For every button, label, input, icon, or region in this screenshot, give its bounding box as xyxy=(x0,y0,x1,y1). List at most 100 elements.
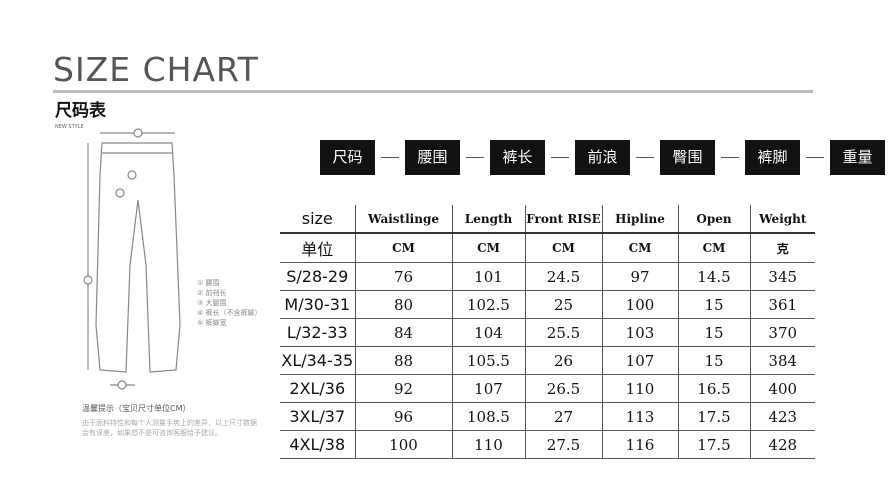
value-cell: 361 xyxy=(750,290,815,319)
note-body: 由于面料特性和每个人测量手势上的差异，以上尺寸数据会有误差，如果想不是可咨询客服… xyxy=(82,419,257,437)
value-cell: 92 xyxy=(355,374,453,403)
page-title: SIZE CHART xyxy=(53,50,259,89)
value-cell: CM xyxy=(678,233,751,263)
value-cell: Weight xyxy=(750,205,815,234)
table-row: XL/34-35 88 105.5 26 107 15 384 xyxy=(280,346,815,375)
value-cell: 423 xyxy=(750,402,815,431)
table-row: L/32-33 84 104 25.5 103 15 370 xyxy=(280,318,815,347)
value-cell: 84 xyxy=(355,318,453,347)
size-cell: size xyxy=(280,205,356,234)
value-cell: 103 xyxy=(602,318,679,347)
tag: 前浪 xyxy=(575,140,630,175)
value-cell: 15 xyxy=(678,318,751,347)
value-cell: 88 xyxy=(355,346,453,375)
dash xyxy=(551,157,569,158)
value-cell: 104 xyxy=(452,318,526,347)
legend-item: ④ 裤长（不含裤脚） xyxy=(197,309,262,317)
value-cell: 27 xyxy=(525,402,603,431)
value-cell: CM xyxy=(355,233,453,263)
size-cell: L/32-33 xyxy=(280,318,356,347)
size-table: size Waistlinge Length Front RISE Hipline Ope… xyxy=(280,205,815,459)
new-style-label: NEW STYLE xyxy=(55,124,84,130)
value-cell: 384 xyxy=(750,346,815,375)
value-cell: 27.5 xyxy=(525,430,603,459)
dash xyxy=(636,157,654,158)
dash xyxy=(381,157,399,158)
legend-item: ③ 大腿围 xyxy=(197,299,227,307)
value-cell: 100 xyxy=(355,430,453,459)
table-row: 4XL/38 100 110 27.5 116 17.5 428 xyxy=(280,430,815,459)
value-cell: 25.5 xyxy=(525,318,603,347)
legend-item: ① 腰围 xyxy=(197,279,220,287)
value-cell: 26.5 xyxy=(525,374,603,403)
value-cell: 17.5 xyxy=(678,402,751,431)
value-cell: 107 xyxy=(452,374,526,403)
value-cell: 102.5 xyxy=(452,290,526,319)
value-cell: 101 xyxy=(452,262,526,291)
value-cell: 克 xyxy=(750,233,815,263)
title-divider xyxy=(53,90,813,93)
value-cell: 15 xyxy=(678,346,751,375)
tag: 臀围 xyxy=(660,140,715,175)
value-cell: Open xyxy=(678,205,751,234)
table-row: S/28-29 76 101 24.5 97 14.5 345 xyxy=(280,262,815,291)
value-cell: 100 xyxy=(602,290,679,319)
table-row: M/30-31 80 102.5 25 100 15 361 xyxy=(280,290,815,319)
value-cell: CM xyxy=(525,233,603,263)
value-cell: 16.5 xyxy=(678,374,751,403)
table-row: 3XL/37 96 108.5 27 113 17.5 423 xyxy=(280,402,815,431)
value-cell: 110 xyxy=(452,430,526,459)
value-cell: CM xyxy=(602,233,679,263)
value-cell: 26 xyxy=(525,346,603,375)
size-cell: 单位 xyxy=(280,233,356,263)
value-cell: 345 xyxy=(750,262,815,291)
size-cell: M/30-31 xyxy=(280,290,356,319)
unit-row: 单位 CM CM CM CM CM 克 xyxy=(280,233,815,263)
value-cell: 113 xyxy=(602,402,679,431)
value-cell: 400 xyxy=(750,374,815,403)
size-cell: 2XL/36 xyxy=(280,374,356,403)
measurement-tags: 尺码 腰围 裤长 前浪 臀围 裤脚 重量 xyxy=(320,140,885,175)
dash xyxy=(721,157,739,158)
tag: 腰围 xyxy=(405,140,460,175)
tag: 重量 xyxy=(830,140,885,175)
value-cell: 105.5 xyxy=(452,346,526,375)
value-cell: 24.5 xyxy=(525,262,603,291)
dash xyxy=(466,157,484,158)
size-cell: 3XL/37 xyxy=(280,402,356,431)
size-cell: XL/34-35 xyxy=(280,346,356,375)
subtitle: 尺码表 xyxy=(55,101,106,121)
value-cell: 110 xyxy=(602,374,679,403)
value-cell: CM xyxy=(452,233,526,263)
value-cell: 108.5 xyxy=(452,402,526,431)
value-cell: 80 xyxy=(355,290,453,319)
size-cell: 4XL/38 xyxy=(280,430,356,459)
legend-item: ⑤ 裤脚宽 xyxy=(197,319,227,327)
table-row: 2XL/36 92 107 26.5 110 16.5 400 xyxy=(280,374,815,403)
tag: 裤长 xyxy=(490,140,545,175)
value-cell: 116 xyxy=(602,430,679,459)
measurement-legend: ① 腰围 ② 前裆长 ③ 大腿围 ④ 裤长（不含裤脚） ⑤ 裤脚宽 xyxy=(197,278,262,328)
note-title: 温馨提示（宝贝尺寸单位CM） xyxy=(82,404,191,413)
tag: 尺码 xyxy=(320,140,375,175)
value-cell: 15 xyxy=(678,290,751,319)
size-cell: S/28-29 xyxy=(280,262,356,291)
value-cell: Length xyxy=(452,205,526,234)
value-cell: 25 xyxy=(525,290,603,319)
value-cell: 17.5 xyxy=(678,430,751,459)
header-row: size Waistlinge Length Front RISE Hipline Ope… xyxy=(280,205,815,234)
dash xyxy=(806,157,824,158)
legend-item: ② 前裆长 xyxy=(197,289,227,297)
value-cell: Waistlinge xyxy=(355,205,453,234)
value-cell: 97 xyxy=(602,262,679,291)
value-cell: 76 xyxy=(355,262,453,291)
value-cell: 14.5 xyxy=(678,262,751,291)
value-cell: 428 xyxy=(750,430,815,459)
value-cell: 96 xyxy=(355,402,453,431)
value-cell: 370 xyxy=(750,318,815,347)
value-cell: Front RISE xyxy=(525,205,603,234)
value-cell: Hipline xyxy=(602,205,679,234)
value-cell: 107 xyxy=(602,346,679,375)
tag: 裤脚 xyxy=(745,140,800,175)
pants-diagram xyxy=(83,128,181,390)
